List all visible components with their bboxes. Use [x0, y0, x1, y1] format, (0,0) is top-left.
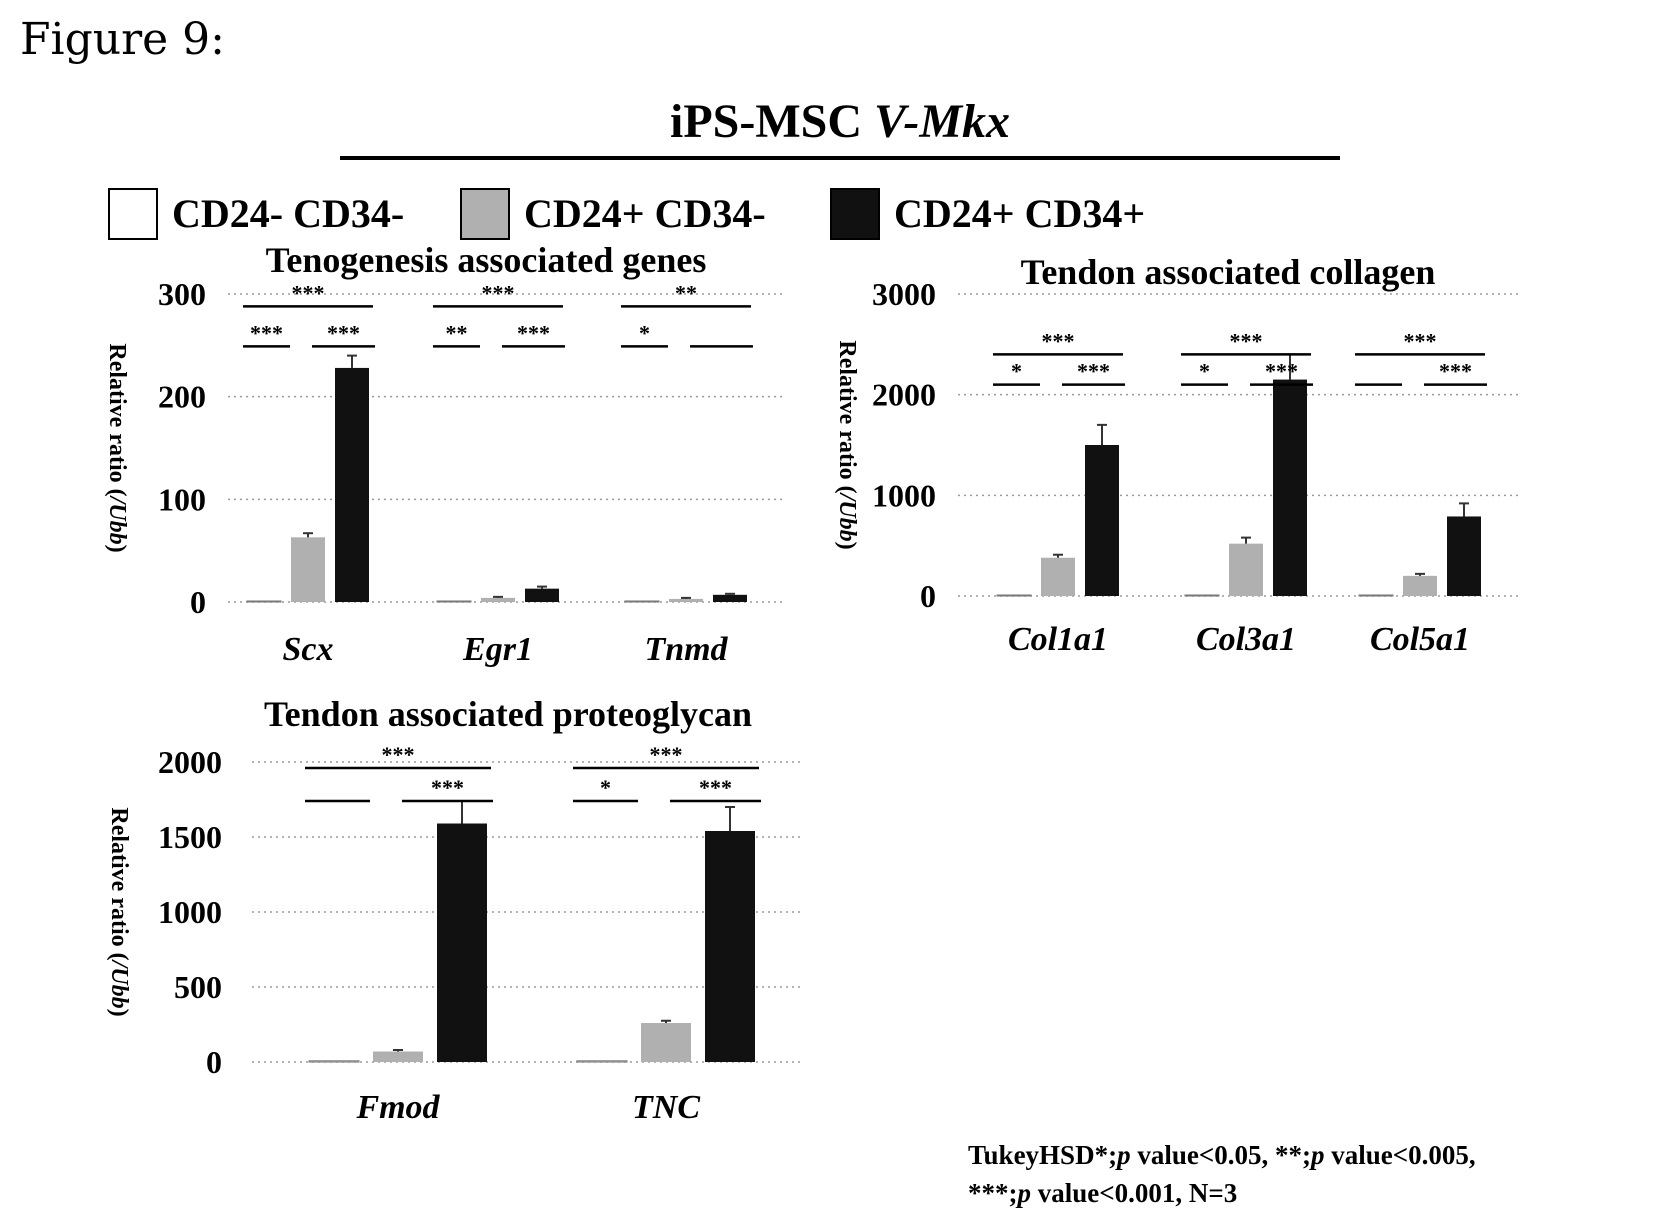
y-tick-label: 0	[206, 1044, 222, 1080]
chart-title: Tenogenesis associated genes	[266, 240, 707, 280]
bar	[246, 600, 282, 603]
significance-label: *	[1011, 359, 1022, 384]
bar	[436, 600, 472, 603]
chart-title: Tendon associated proteoglycan	[264, 694, 752, 734]
chart-title: Tendon associated collagen	[1021, 252, 1436, 292]
legend-label: CD24+ CD34-	[524, 191, 766, 236]
legend-label: CD24+ CD34+	[894, 191, 1146, 236]
significance-label: **	[675, 280, 697, 305]
footnote-line-1: TukeyHSD*;p value<0.05, **;p value<0.005…	[968, 1136, 1476, 1174]
legend-label: CD24- CD34-	[172, 191, 405, 236]
significance-label: ***	[1077, 359, 1110, 384]
bar	[624, 600, 660, 603]
bar	[1273, 379, 1307, 596]
y-tick-label: 1500	[158, 819, 222, 855]
significance-label: ***	[1230, 328, 1263, 353]
bar	[525, 588, 559, 602]
y-tick-label: 1000	[872, 477, 936, 513]
y-axis-label: Relative ratio (/Ubb)	[834, 340, 860, 549]
x-category-label: Col3a1	[1196, 621, 1296, 658]
y-axis-label: Relative ratio (/Ubb)	[106, 807, 132, 1016]
x-category-label: Fmod	[355, 1089, 440, 1126]
bar	[1085, 445, 1119, 596]
bar	[437, 823, 487, 1062]
y-tick-label: 100	[158, 481, 206, 517]
footnote-run: value<0.005,	[1324, 1140, 1476, 1170]
footnote-line-2: ***;p value<0.001, N=3	[968, 1174, 1476, 1212]
footnote-run: value<0.05, **;	[1130, 1140, 1311, 1170]
bar	[291, 537, 325, 602]
main-title-italic: V-Mkx	[873, 95, 1011, 148]
significance-label: ***	[1265, 359, 1298, 384]
footnote-run: value<0.001, N=3	[1031, 1178, 1238, 1208]
x-category-label: Col1a1	[1008, 621, 1108, 658]
bar	[1403, 575, 1437, 596]
significance-label: ***	[250, 320, 283, 345]
figure-label: Figure 9:	[20, 14, 225, 65]
significance-label: ***	[292, 280, 325, 305]
x-category-label: Scx	[283, 631, 334, 668]
title-underline	[340, 156, 1340, 160]
bar	[1184, 594, 1220, 597]
bar	[641, 1023, 691, 1062]
significance-label: *	[600, 775, 611, 800]
bar	[576, 1060, 628, 1063]
significance-label: *	[1199, 359, 1210, 384]
x-category-label: Col5a1	[1370, 621, 1470, 658]
bar	[1447, 516, 1481, 596]
y-tick-label: 200	[158, 379, 206, 415]
main-title: iPS-MSC V-Mkx	[340, 94, 1340, 149]
footnote-run: p	[1117, 1140, 1131, 1170]
significance-label: ***	[327, 320, 360, 345]
x-category-label: Egr1	[462, 631, 533, 668]
main-title-prefix: iPS-MSC	[669, 95, 874, 148]
significance-label: ***	[517, 320, 550, 345]
significance-label: ***	[699, 775, 732, 800]
y-axis-label: Relative ratio (/Ubb)	[104, 343, 130, 552]
bar	[373, 1051, 423, 1062]
y-tick-label: 3000	[872, 276, 936, 312]
bar	[713, 594, 747, 602]
footnote-run: TukeyHSD*;	[968, 1140, 1118, 1170]
bar	[335, 367, 369, 602]
y-tick-label: 300	[158, 276, 206, 312]
bar	[669, 598, 703, 602]
significance-label: *	[639, 320, 650, 345]
footnote-run: p	[1017, 1178, 1032, 1208]
bar	[996, 594, 1032, 597]
footnote: TukeyHSD*;p value<0.05, **;p value<0.005…	[968, 1136, 1476, 1212]
x-category-label: TNC	[632, 1089, 700, 1126]
significance-label: ***	[1042, 328, 1075, 353]
bar	[1041, 557, 1075, 596]
bar	[308, 1060, 360, 1063]
significance-label: **	[446, 320, 468, 345]
significance-label: ***	[650, 742, 683, 767]
legend-swatch	[830, 188, 880, 240]
significance-label: ***	[1439, 359, 1472, 384]
y-tick-label: 500	[174, 969, 222, 1005]
legend-swatch	[460, 188, 510, 240]
y-tick-label: 1000	[158, 894, 222, 930]
legend-swatch	[108, 188, 158, 240]
y-tick-label: 2000	[872, 377, 936, 413]
y-tick-label: 2000	[158, 744, 222, 780]
bar	[705, 831, 755, 1062]
significance-label: ***	[482, 280, 515, 305]
significance-label: ***	[431, 775, 464, 800]
bar	[1358, 594, 1394, 597]
significance-label: ***	[1404, 328, 1437, 353]
y-tick-label: 0	[190, 584, 206, 620]
significance-label: ***	[382, 742, 415, 767]
y-tick-label: 0	[920, 578, 936, 614]
bar	[481, 597, 515, 602]
bar	[1229, 543, 1263, 596]
x-category-label: Tnmd	[644, 631, 728, 668]
footnote-run: ***;	[968, 1178, 1018, 1208]
footnote-run: p	[1310, 1140, 1325, 1170]
